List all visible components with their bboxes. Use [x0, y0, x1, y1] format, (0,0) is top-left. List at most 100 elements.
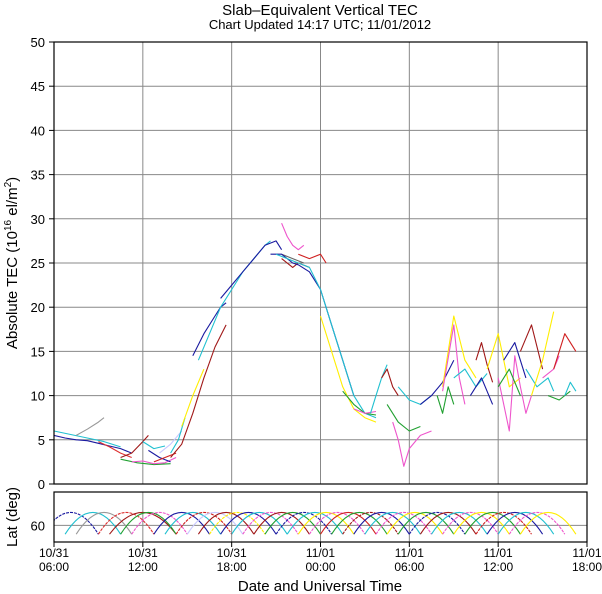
- lat-y-tick-labels: 60: [31, 518, 45, 533]
- tec-series-line: [275, 253, 377, 419]
- y-axis-label-main: Absolute TEC (10: [4, 231, 21, 349]
- tec-series-line: [120, 458, 171, 466]
- tec-series-line: [353, 408, 377, 414]
- x-tick-time: 06:00: [394, 560, 424, 574]
- main-y-tick-label: 0: [38, 477, 45, 492]
- x-tick-labels: 10/3106:0010/3112:0010/3118:0011/0100:00…: [39, 542, 602, 574]
- lat-pass-arc: [175, 511, 233, 535]
- tec-series-line: [319, 315, 377, 423]
- main-y-tick-labels: 0 5 10 15 20 25 30 35 40 45 50: [31, 35, 54, 492]
- lat-pass-arc: [475, 511, 532, 535]
- main-plot-series: [54, 222, 577, 467]
- lat-pass-arc: [109, 511, 177, 535]
- tec-series-line: [281, 253, 305, 264]
- lat-pass-arc: [242, 511, 299, 535]
- main-y-tick-label: 15: [31, 344, 45, 359]
- main-y-tick-label: 50: [31, 35, 45, 50]
- lat-pass-arc: [64, 511, 122, 535]
- lat-pass-arc: [209, 511, 266, 535]
- tec-series-line: [469, 377, 494, 405]
- main-y-tick-label: 30: [31, 212, 45, 227]
- tec-series-line: [142, 441, 166, 450]
- lat-pass-arc: [54, 511, 99, 535]
- lat-pass-arc: [97, 511, 155, 535]
- y-axis-label-exp2: 2: [3, 181, 14, 187]
- x-tick-time: 18:00: [217, 560, 247, 574]
- x-tick-time: 12:00: [483, 560, 513, 574]
- tec-series-line: [475, 342, 494, 383]
- lat-pass-arc: [131, 511, 188, 535]
- tec-series-line: [170, 417, 186, 454]
- lat-axis-label: Lat (deg): [4, 487, 21, 547]
- y-axis-label-end: ): [4, 177, 21, 182]
- x-tick-time: 12:00: [128, 560, 158, 574]
- lat-pass-arc: [275, 511, 333, 535]
- tec-series-line: [270, 253, 355, 396]
- main-y-tick-label: 35: [31, 168, 45, 183]
- tec-series-line: [75, 417, 105, 436]
- tec-series-line: [442, 315, 477, 387]
- tec-series-line: [120, 435, 149, 459]
- y-axis-label: Absolute TEC (1016 el/m2): [3, 177, 21, 349]
- x-tick-date: 10/31: [128, 546, 158, 560]
- tec-series-line: [519, 324, 544, 370]
- lat-pass-arc: [519, 511, 577, 535]
- tec-series-line: [553, 333, 577, 370]
- x-axis-label: Date and Universal Time: [238, 578, 402, 594]
- x-tick-time: 06:00: [39, 560, 69, 574]
- tec-series-line: [192, 302, 227, 357]
- tec-series-line: [530, 311, 555, 396]
- lat-pass-arc: [508, 511, 566, 535]
- lat-pass-arc: [375, 511, 432, 535]
- y-axis-label-exp: 16: [3, 219, 14, 231]
- lat-pass-arc: [308, 511, 366, 535]
- tec-series-line: [453, 368, 488, 388]
- y-axis-label-unit: el/m: [4, 187, 21, 220]
- tec-series-line: [54, 430, 121, 448]
- tec-series-line: [547, 390, 571, 401]
- main-y-tick-label: 25: [31, 256, 45, 271]
- tec-series-line: [392, 421, 432, 467]
- tec-series-line: [159, 430, 183, 454]
- main-y-tick-label: 5: [38, 433, 45, 448]
- main-y-tick-label: 10: [31, 389, 45, 404]
- tec-series-line: [148, 449, 171, 463]
- tec-series-line: [298, 253, 327, 264]
- tec-series-line: [436, 386, 455, 414]
- tec-series-line: [220, 240, 283, 299]
- tec-series-line: [420, 359, 455, 405]
- x-tick-date: 11/01: [484, 546, 513, 560]
- x-tick-time: 18:00: [572, 560, 602, 574]
- main-y-tick-label: 20: [31, 300, 45, 315]
- main-y-tick-label: 45: [31, 79, 45, 94]
- x-tick-date: 11/01: [306, 546, 335, 560]
- chart-title: Slab–Equivalent Vertical TEC: [222, 2, 418, 19]
- lat-plot-grid: [53, 492, 588, 542]
- tec-series-line: [281, 222, 305, 251]
- main-y-tick-label: 40: [31, 123, 45, 138]
- lat-pass-arc: [497, 511, 555, 535]
- x-tick-date: 10/31: [39, 546, 69, 560]
- tec-series-line: [525, 368, 555, 392]
- tec-series-line: [497, 355, 533, 432]
- x-tick-time: 00:00: [305, 560, 335, 574]
- tec-series-line: [381, 368, 399, 396]
- lat-pass-arc: [442, 511, 499, 535]
- tec-series-line: [497, 368, 521, 396]
- tec-series-line: [170, 324, 227, 458]
- tec-series-line: [442, 324, 466, 405]
- lat-plot-arcs: [54, 511, 577, 535]
- lat-y-tick-label: 60: [31, 518, 45, 533]
- tec-series-line: [54, 434, 132, 454]
- tec-series-line: [197, 240, 271, 361]
- tec-series-line: [386, 404, 421, 432]
- tec-series-line: [503, 342, 527, 379]
- lat-pass-arc: [342, 511, 399, 535]
- tec-series-line: [342, 390, 377, 416]
- tec-series-line: [564, 381, 577, 396]
- x-tick-date: 11/01: [395, 546, 424, 560]
- lat-pass-arc: [486, 511, 544, 535]
- x-tick-date: 10/31: [217, 546, 247, 560]
- tec-series-line: [369, 364, 388, 414]
